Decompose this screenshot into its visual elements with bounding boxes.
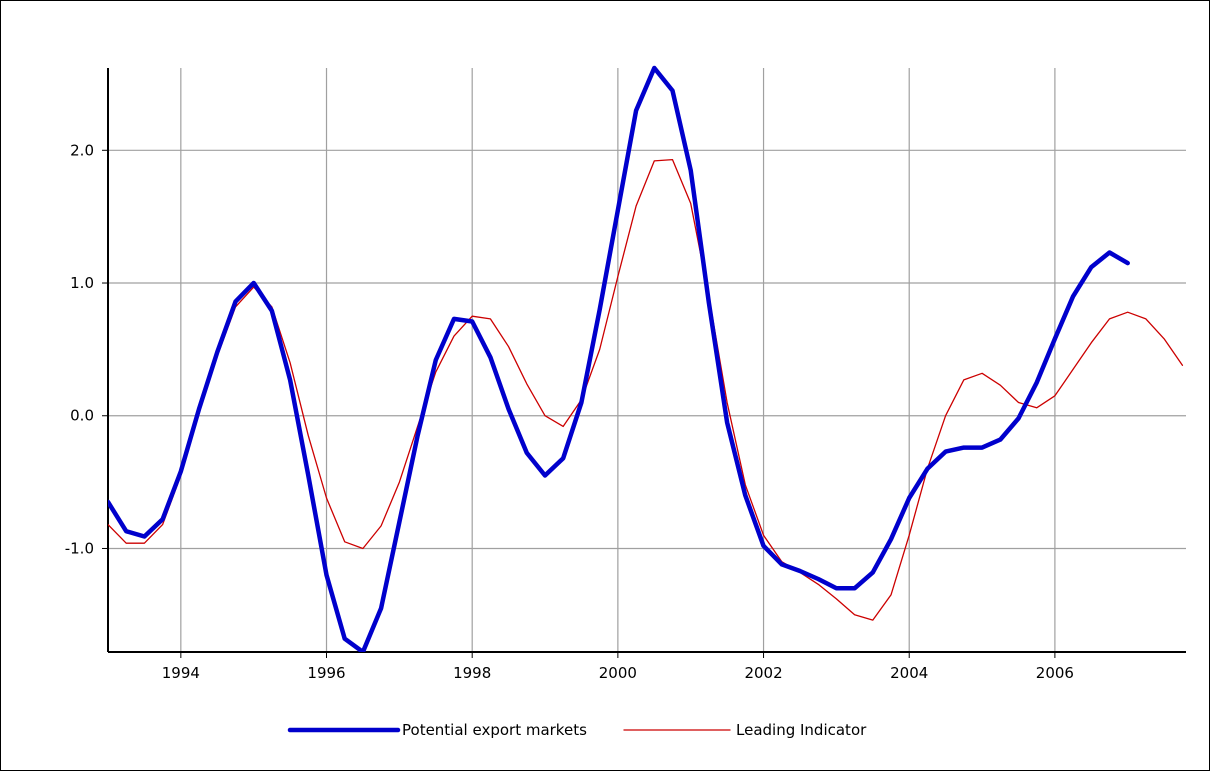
tick-labels: 1994 1996 1998 2000 2002 2004 2006 -1.0 0.0 1.0 2.… [65,141,1074,682]
axes [102,68,1186,658]
x-tick-label: 2002 [744,664,782,682]
series-line-leading-indicator [108,158,1184,621]
grid-lines [108,68,1186,652]
y-tick-label: 0.0 [70,407,94,425]
series-line-potential-export-markets [108,65,1130,652]
y-tick-label: 2.0 [70,141,94,159]
legend: Potential export markets Leading Indicato… [287,721,867,739]
y-tick-label: -1.0 [65,539,94,557]
x-tick-label: 1994 [162,664,200,682]
x-tick-label: 2000 [599,664,637,682]
x-tick-label: 1998 [453,664,491,682]
legend-label: Potential export markets [402,721,587,739]
series-lines [108,65,1184,652]
legend-label: Leading Indicator [736,721,867,739]
x-tick-label: 1996 [307,664,345,682]
x-tick-label: 2006 [1036,664,1074,682]
y-tick-label: 1.0 [70,274,94,292]
x-tick-label: 2004 [890,664,928,682]
